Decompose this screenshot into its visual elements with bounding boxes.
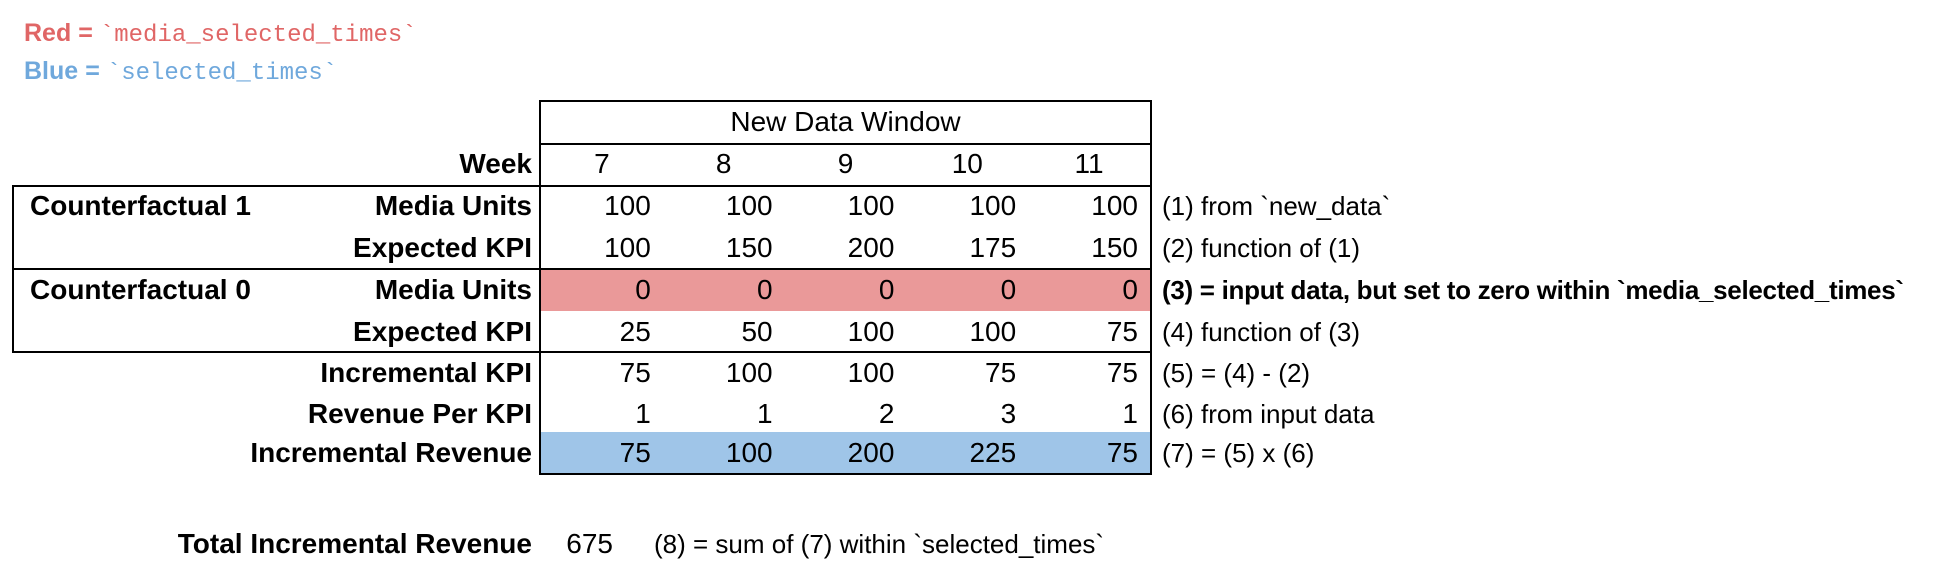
value-cell: 225: [969, 437, 1017, 468]
value-cell: 100: [847, 357, 895, 388]
week-number-cell: 8: [715, 148, 732, 179]
row-values-media-units-cf0: 0 0 0 0 0: [541, 269, 1150, 311]
total-incremental-revenue-label: Total Incremental Revenue: [177, 528, 532, 559]
row-label-media-units-cf1: Media Units: [374, 190, 532, 221]
value-cell: 100: [725, 437, 773, 468]
value-cell: 50: [741, 316, 773, 347]
value-cell: 100: [725, 357, 773, 388]
counterfactual0-bottom-border: [12, 351, 1152, 353]
value-cell: 0: [878, 274, 895, 305]
table-bottom-border: [539, 473, 1152, 475]
value-cell: 150: [725, 232, 773, 263]
value-cell: 175: [969, 232, 1017, 263]
row-values-incremental-revenue: 75 100 200 225 75: [541, 432, 1150, 474]
value-cell: 200: [847, 437, 895, 468]
group-label-counterfactual-0: Counterfactual 0: [30, 274, 251, 305]
row-label-media-units-cf0: Media Units: [374, 274, 532, 305]
value-cell: 100: [604, 232, 651, 263]
row-annotation-7: (7) = (5) x (6): [1162, 438, 1315, 468]
legend-red-equals-sign: =: [78, 19, 93, 47]
table-header-title: New Data Window: [730, 106, 961, 137]
value-cell: 150: [1091, 232, 1138, 263]
value-cell: 100: [847, 190, 895, 221]
legend-red-term: Red: [24, 19, 72, 47]
value-cell: 0: [1122, 274, 1138, 305]
row-annotation-3: (3) = input data, but set to zero within…: [1162, 275, 1904, 305]
row-values-incremental-kpi: 75 100 100 75 75: [541, 352, 1150, 394]
row-values-expected-kpi-cf1: 100 150 200 175 150: [541, 227, 1150, 269]
week-number-cell: 7: [594, 148, 610, 179]
week-number-cell: 10: [951, 148, 983, 179]
row-annotation-5: (5) = (4) - (2): [1162, 358, 1311, 388]
row-values-expected-kpi-cf0: 25 50 100 100 75: [541, 311, 1150, 353]
legend-blue-code: `selected_times`: [106, 60, 338, 87]
value-cell: 75: [1106, 437, 1138, 468]
row-label-revenue-per-kpi: Revenue Per KPI: [307, 398, 532, 429]
legend-blue-equals-sign: =: [85, 57, 100, 85]
row-annotation-6: (6) from input data: [1162, 399, 1375, 429]
value-cell: 100: [969, 190, 1017, 221]
red-highlight-band: [541, 270, 1150, 311]
value-cell: 3: [1000, 398, 1017, 429]
value-cell: 1: [757, 398, 773, 429]
value-cell: 0: [1000, 274, 1017, 305]
value-cell: 100: [604, 190, 651, 221]
week-row-label: Week: [459, 148, 532, 179]
counterfactual-divider-border: [12, 268, 1152, 270]
value-cell: 75: [619, 437, 651, 468]
data-area-left-border: [539, 100, 541, 475]
row-label-incremental-kpi: Incremental KPI: [320, 357, 532, 388]
data-area-right-border: [1150, 100, 1152, 475]
header-bottom-border: [539, 143, 1152, 145]
row-label-expected-kpi-cf0: Expected KPI: [353, 316, 532, 347]
legend-blue-term: Blue: [24, 57, 79, 85]
value-cell: 2: [878, 398, 895, 429]
value-cell: 1: [1122, 398, 1138, 429]
value-cell: 75: [1106, 316, 1138, 347]
week-number-row: 7 8 9 10 11: [541, 143, 1150, 185]
blue-highlight-band: [541, 432, 1150, 473]
value-cell: 75: [619, 357, 651, 388]
value-cell: 75: [985, 357, 1017, 388]
value-cell: 75: [1106, 357, 1138, 388]
row-label-expected-kpi-cf1: Expected KPI: [353, 232, 532, 263]
row-values-media-units-cf1: 100 100 100 100 100: [541, 185, 1150, 227]
row-annotation-1: (1) from `new_data`: [1162, 191, 1391, 221]
group-label-counterfactual-1: Counterfactual 1: [30, 190, 251, 221]
row-annotation-2: (2) function of (1): [1162, 233, 1360, 263]
week-number-cell: 9: [837, 148, 854, 179]
value-cell: 100: [1091, 190, 1138, 221]
week-number-cell: 11: [1074, 148, 1104, 179]
value-cell: 100: [969, 316, 1017, 347]
value-cell: 1: [635, 398, 651, 429]
row-annotation-4: (4) function of (3): [1162, 317, 1360, 347]
value-cell: 0: [635, 274, 651, 305]
value-cell: 100: [847, 316, 895, 347]
label-box-left-border: [12, 185, 14, 353]
total-incremental-revenue-value: 675: [566, 528, 613, 559]
value-cell: 0: [757, 274, 773, 305]
row-label-incremental-revenue: Incremental Revenue: [250, 437, 532, 468]
legend-blue-line: Blue = `selected_times`: [24, 57, 337, 87]
value-cell: 200: [847, 232, 895, 263]
counterfactual1-top-border: [12, 185, 1152, 187]
legend-red-line: Red = `media_selected_times`: [24, 19, 417, 49]
header-top-border: [539, 100, 1152, 102]
legend-red-code: `media_selected_times`: [99, 22, 417, 49]
value-cell: 25: [619, 316, 651, 347]
total-annotation: (8) = sum of (7) within `selected_times`: [654, 529, 1105, 559]
row-values-revenue-per-kpi: 1 1 2 3 1: [541, 393, 1150, 435]
value-cell: 100: [725, 190, 773, 221]
